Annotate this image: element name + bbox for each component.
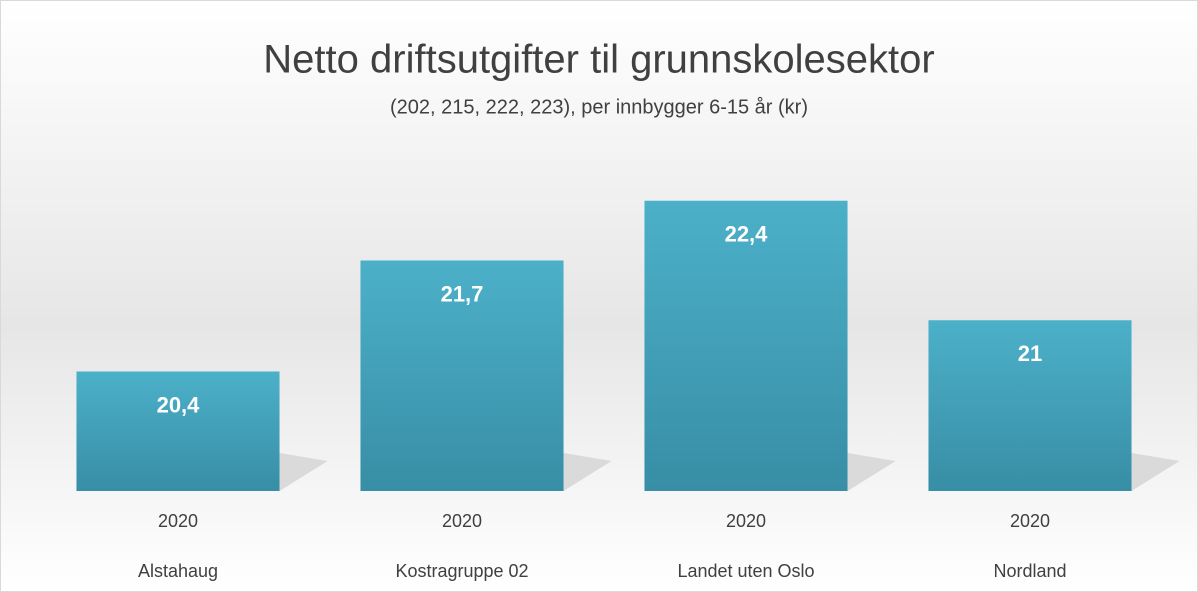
bar-shadow [847, 453, 896, 491]
bar-shadow [1131, 453, 1180, 491]
x-tick-label: 2020 [442, 511, 482, 531]
x-tick-label: 2020 [1010, 511, 1050, 531]
x-tick-label: 2020 [726, 511, 766, 531]
bar [644, 200, 848, 491]
chart-title: Netto driftsutgifter til grunnskolesekto… [263, 38, 934, 82]
x-tick-label: 2020 [158, 511, 198, 531]
bar [76, 371, 280, 491]
data-label: 22,4 [725, 222, 769, 247]
x-category-label: Kostragruppe 02 [395, 561, 528, 581]
chart-subtitle: (202, 215, 222, 223), per innbygger 6-15… [390, 96, 808, 118]
bar-shadow [563, 453, 612, 491]
bar [360, 260, 564, 491]
data-label: 21 [1018, 341, 1042, 366]
x-category-label: Nordland [993, 561, 1066, 581]
x-category-label: Landet uten Oslo [677, 561, 814, 581]
bar-shadow [279, 453, 328, 491]
data-label: 21,7 [441, 281, 484, 306]
x-category-label: Alstahaug [138, 561, 218, 581]
bar [928, 320, 1132, 491]
data-label: 20,4 [157, 392, 201, 417]
